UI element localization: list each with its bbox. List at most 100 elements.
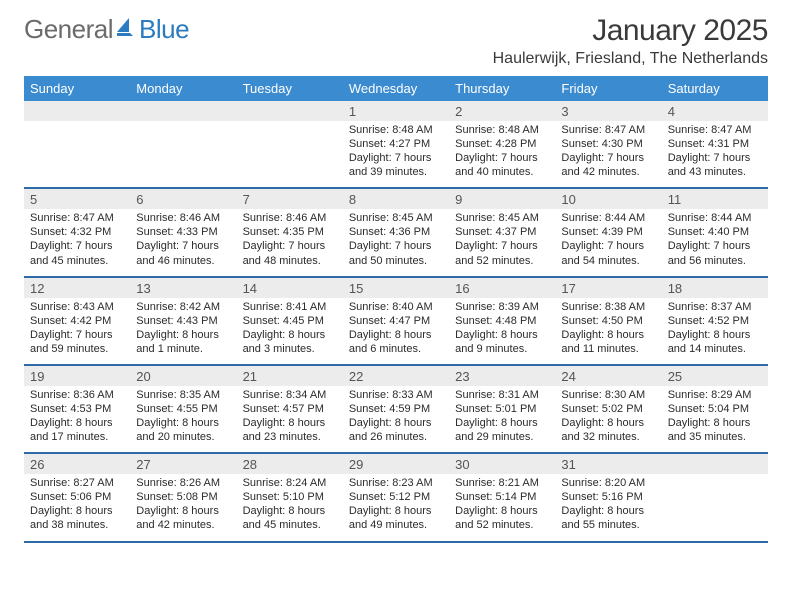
day-detail-cell: Sunrise: 8:39 AMSunset: 4:48 PMDaylight:… xyxy=(449,298,555,365)
sunrise-line: Sunrise: 8:47 AM xyxy=(668,123,762,137)
daylight-line: Daylight: 7 hours and 39 minutes. xyxy=(349,151,443,179)
daylight-line: Daylight: 8 hours and 1 minute. xyxy=(136,328,230,356)
day-number: 15 xyxy=(343,278,449,298)
sunset-line: Sunset: 5:16 PM xyxy=(561,490,655,504)
day-detail-cell: Sunrise: 8:47 AMSunset: 4:31 PMDaylight:… xyxy=(662,121,768,188)
sunset-line: Sunset: 4:39 PM xyxy=(561,225,655,239)
day-detail-cell xyxy=(237,121,343,188)
title-area: January 2025 Haulerwijk, Friesland, The … xyxy=(493,14,768,68)
sunrise-line: Sunrise: 8:36 AM xyxy=(30,388,124,402)
day-detail: Sunrise: 8:34 AMSunset: 4:57 PMDaylight:… xyxy=(237,386,343,452)
logo-text-general: General xyxy=(24,14,113,45)
day-number: 29 xyxy=(343,454,449,474)
day-number: 21 xyxy=(237,366,343,386)
day-detail-cell xyxy=(24,121,130,188)
dow-wednesday: Wednesday xyxy=(343,76,449,101)
sunrise-line: Sunrise: 8:39 AM xyxy=(455,300,549,314)
day-cell: 15 xyxy=(343,277,449,298)
month-title: January 2025 xyxy=(493,14,768,48)
sunset-line: Sunset: 4:47 PM xyxy=(349,314,443,328)
day-cell: 14 xyxy=(237,277,343,298)
sunset-line: Sunset: 4:32 PM xyxy=(30,225,124,239)
day-number: 22 xyxy=(343,366,449,386)
daylight-line: Daylight: 7 hours and 42 minutes. xyxy=(561,151,655,179)
day-detail-cell: Sunrise: 8:38 AMSunset: 4:50 PMDaylight:… xyxy=(555,298,661,365)
sunset-line: Sunset: 4:30 PM xyxy=(561,137,655,151)
week-detail-row: Sunrise: 8:48 AMSunset: 4:27 PMDaylight:… xyxy=(24,121,768,188)
day-detail-cell: Sunrise: 8:20 AMSunset: 5:16 PMDaylight:… xyxy=(555,474,661,541)
week-daynum-row: 567891011 xyxy=(24,188,768,209)
daylight-line: Daylight: 8 hours and 38 minutes. xyxy=(30,504,124,532)
day-cell: 6 xyxy=(130,188,236,209)
day-of-week-row: Sunday Monday Tuesday Wednesday Thursday… xyxy=(24,76,768,101)
day-number: 10 xyxy=(555,189,661,209)
sunset-line: Sunset: 4:27 PM xyxy=(349,137,443,151)
week-daynum-row: 262728293031 xyxy=(24,453,768,474)
day-detail: Sunrise: 8:23 AMSunset: 5:12 PMDaylight:… xyxy=(343,474,449,540)
day-detail-cell xyxy=(130,121,236,188)
day-detail-cell: Sunrise: 8:33 AMSunset: 4:59 PMDaylight:… xyxy=(343,386,449,453)
sunset-line: Sunset: 5:02 PM xyxy=(561,402,655,416)
day-detail: Sunrise: 8:44 AMSunset: 4:40 PMDaylight:… xyxy=(662,209,768,275)
day-detail: Sunrise: 8:31 AMSunset: 5:01 PMDaylight:… xyxy=(449,386,555,452)
day-detail-cell: Sunrise: 8:31 AMSunset: 5:01 PMDaylight:… xyxy=(449,386,555,453)
day-detail: Sunrise: 8:24 AMSunset: 5:10 PMDaylight:… xyxy=(237,474,343,540)
day-cell: 5 xyxy=(24,188,130,209)
sunrise-line: Sunrise: 8:24 AM xyxy=(243,476,337,490)
day-detail-cell: Sunrise: 8:43 AMSunset: 4:42 PMDaylight:… xyxy=(24,298,130,365)
day-number: 7 xyxy=(237,189,343,209)
day-number: 13 xyxy=(130,278,236,298)
daylight-line: Daylight: 8 hours and 3 minutes. xyxy=(243,328,337,356)
daylight-line: Daylight: 7 hours and 43 minutes. xyxy=(668,151,762,179)
day-cell: 25 xyxy=(662,365,768,386)
day-detail-cell: Sunrise: 8:27 AMSunset: 5:06 PMDaylight:… xyxy=(24,474,130,541)
day-detail-cell: Sunrise: 8:44 AMSunset: 4:39 PMDaylight:… xyxy=(555,209,661,276)
sunrise-line: Sunrise: 8:20 AM xyxy=(561,476,655,490)
daylight-line: Daylight: 8 hours and 11 minutes. xyxy=(561,328,655,356)
day-cell: 2 xyxy=(449,101,555,121)
daylight-line: Daylight: 8 hours and 26 minutes. xyxy=(349,416,443,444)
dow-saturday: Saturday xyxy=(662,76,768,101)
sunrise-line: Sunrise: 8:38 AM xyxy=(561,300,655,314)
day-cell: 3 xyxy=(555,101,661,121)
sunrise-line: Sunrise: 8:26 AM xyxy=(136,476,230,490)
day-detail: Sunrise: 8:21 AMSunset: 5:14 PMDaylight:… xyxy=(449,474,555,540)
sunrise-line: Sunrise: 8:31 AM xyxy=(455,388,549,402)
sunrise-line: Sunrise: 8:44 AM xyxy=(561,211,655,225)
sunset-line: Sunset: 4:55 PM xyxy=(136,402,230,416)
day-detail-cell: Sunrise: 8:48 AMSunset: 4:27 PMDaylight:… xyxy=(343,121,449,188)
daylight-line: Daylight: 8 hours and 23 minutes. xyxy=(243,416,337,444)
sunrise-line: Sunrise: 8:23 AM xyxy=(349,476,443,490)
day-cell: 29 xyxy=(343,453,449,474)
day-detail-cell: Sunrise: 8:42 AMSunset: 4:43 PMDaylight:… xyxy=(130,298,236,365)
daylight-line: Daylight: 8 hours and 52 minutes. xyxy=(455,504,549,532)
day-cell: 26 xyxy=(24,453,130,474)
day-number xyxy=(662,454,768,459)
daylight-line: Daylight: 7 hours and 54 minutes. xyxy=(561,239,655,267)
daylight-line: Daylight: 8 hours and 9 minutes. xyxy=(455,328,549,356)
day-cell: 10 xyxy=(555,188,661,209)
day-number: 8 xyxy=(343,189,449,209)
day-detail-cell: Sunrise: 8:24 AMSunset: 5:10 PMDaylight:… xyxy=(237,474,343,541)
day-detail-cell: Sunrise: 8:26 AMSunset: 5:08 PMDaylight:… xyxy=(130,474,236,541)
sunrise-line: Sunrise: 8:37 AM xyxy=(668,300,762,314)
sunset-line: Sunset: 4:50 PM xyxy=(561,314,655,328)
day-cell: 7 xyxy=(237,188,343,209)
daylight-line: Daylight: 8 hours and 20 minutes. xyxy=(136,416,230,444)
day-cell: 17 xyxy=(555,277,661,298)
week-detail-row: Sunrise: 8:47 AMSunset: 4:32 PM Daylight:… xyxy=(24,209,768,276)
sunset-line: Sunset: 5:12 PM xyxy=(349,490,443,504)
day-number: 17 xyxy=(555,278,661,298)
day-cell xyxy=(237,101,343,121)
day-detail: Sunrise: 8:44 AMSunset: 4:39 PMDaylight:… xyxy=(555,209,661,275)
daylight-line: Daylight: 7 hours and 46 minutes. xyxy=(136,239,230,267)
day-number: 4 xyxy=(662,101,768,121)
day-detail-cell: Sunrise: 8:21 AMSunset: 5:14 PMDaylight:… xyxy=(449,474,555,541)
day-detail-cell: Sunrise: 8:45 AMSunset: 4:36 PMDaylight:… xyxy=(343,209,449,276)
sunset-line: Sunset: 4:43 PM xyxy=(136,314,230,328)
sunset-line: Sunset: 5:10 PM xyxy=(243,490,337,504)
sunset-line: Sunset: 5:06 PM xyxy=(30,490,124,504)
sunset-line: Sunset: 4:33 PM xyxy=(136,225,230,239)
sunrise-line: Sunrise: 8:47 AM xyxy=(30,211,124,225)
daylight-line: Daylight: 7 hours and 40 minutes. xyxy=(455,151,549,179)
